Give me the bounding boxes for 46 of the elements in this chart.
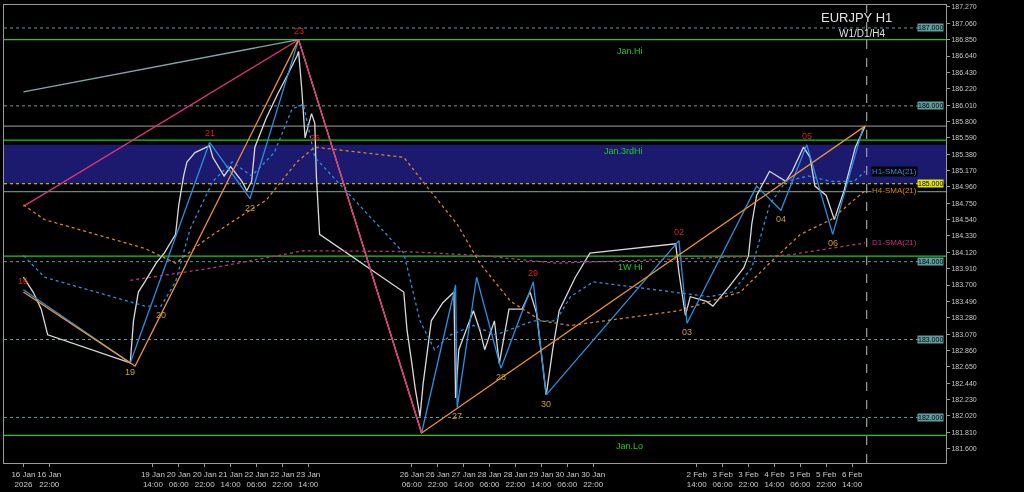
x-tick-label: 16 Jan 2026 <box>11 469 36 489</box>
x-tick-label: 19 Jan 14:00 <box>140 469 165 489</box>
x-tick-label: 30 Jan 22:00 <box>581 469 606 489</box>
x-tick-label: 26 Jan 06:00 <box>399 469 424 489</box>
x-tick-label: 22 Jan 22:00 <box>270 469 295 489</box>
annotation: 03 <box>682 327 693 337</box>
x-tick-label: 4 Feb 14:00 <box>764 469 786 489</box>
x-tick-label: 27 Jan 14:00 <box>451 469 476 489</box>
x-tick-label: 2 Feb 14:00 <box>686 469 708 489</box>
x-tick-label: 3 Feb 06:00 <box>712 469 734 489</box>
x-tick-label: 20 Jan 06:00 <box>166 469 191 489</box>
x-tick-label: 3 Feb 22:00 <box>738 469 760 489</box>
annotation: 22 <box>245 203 256 213</box>
x-tick-label: 5 Feb 22:00 <box>816 469 837 489</box>
x-tick-label: 6 Feb 14:00 <box>841 469 863 489</box>
series-label: H1-SMA(21) <box>872 167 917 176</box>
x-tick-label: 21 Jan 14:00 <box>218 469 243 489</box>
x-tick-label: 16 Jan 22:00 <box>37 469 62 489</box>
text: W1/D1/H4 <box>839 28 886 39</box>
annotation: 06 <box>828 238 839 248</box>
x-tick-label: 28 Jan 22:00 <box>503 469 528 489</box>
annotation: 29 <box>528 268 539 278</box>
annotation: 23 <box>294 26 305 36</box>
series-label: H4-SMA(21) <box>872 186 917 195</box>
annotation: 02 <box>674 227 685 237</box>
annotation: 19 <box>125 367 136 377</box>
ref-line-label: Jan.3rdHi <box>604 146 643 156</box>
ref-line-label: Jan.Lo <box>616 441 644 451</box>
ref-line-label: 1W Hi <box>618 262 643 272</box>
x-tick-label: 26 Jan 22:00 <box>425 469 450 489</box>
x-tick-label: 28 Jan 06:00 <box>477 469 502 489</box>
annotation: 30 <box>541 399 552 409</box>
x-tick-label: 23 Jan 14:00 <box>296 469 321 489</box>
x-tick-label: 30 Jan 06:00 <box>555 469 580 489</box>
annotation: 04 <box>776 214 787 224</box>
x-tick-label: 5 Feb 06:00 <box>790 469 812 489</box>
ref-line-label: Jan.Hi <box>617 46 643 56</box>
annotation: 21 <box>205 128 216 138</box>
annotation: 05 <box>802 131 813 141</box>
line-series <box>129 242 866 281</box>
annotation: 27 <box>452 411 463 421</box>
x-tick-label: 22 Jan 06:00 <box>244 469 269 489</box>
x-tick-label: 29 Jan 14:00 <box>529 469 554 489</box>
chart-title: EURJPY H1 <box>821 10 893 25</box>
series-label: D1-SMA(21) <box>872 238 917 247</box>
x-tick-label: 20 Jan 22:00 <box>192 469 217 489</box>
